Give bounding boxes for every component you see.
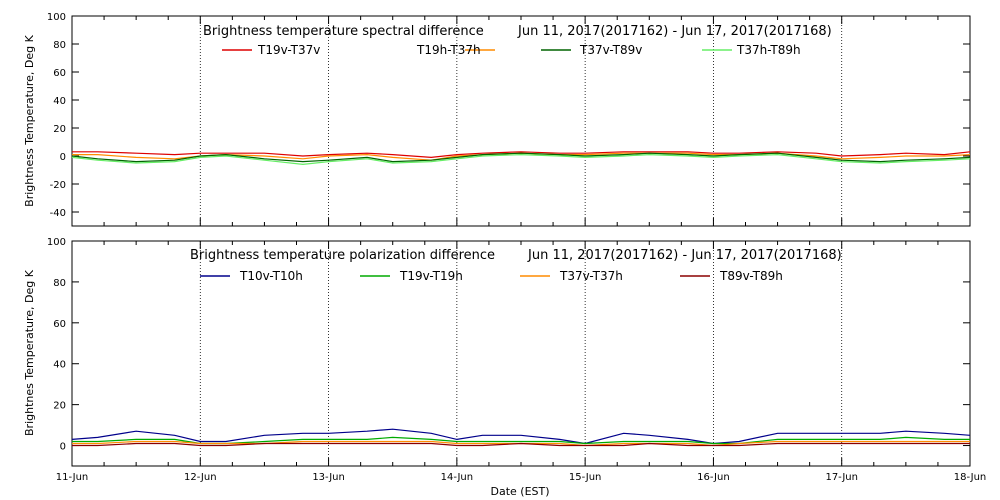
legend-label: T37h-T89h [736,43,801,57]
legend-label: T37v-T37h [559,269,623,283]
series-line-t19v-t19h [72,436,970,445]
y-tick-label: 40 [53,360,66,371]
legend-label: T19h-T37h [416,43,481,57]
x-tick-label: 17-Jun [825,472,858,483]
y-tick-label: 0 [60,442,66,453]
legend-label: T89v-T89h [719,269,783,283]
x-tick-label: 18-Jun [954,472,987,483]
legend-label: T19v-T19h [399,269,463,283]
chart-date-range: Jun 11, 2017(2017162) - Jun 17, 2017(201… [517,24,832,39]
x-tick-label: 16-Jun [697,472,730,483]
chart-title: Brightness temperature spectral differen… [203,24,484,39]
series-line-t10v-t10h [71,428,971,445]
spectral-difference-panel: -40 -20 0 20 40 60 80 100 Brightness temperature… [23,12,971,227]
y-tick-label: 80 [53,278,66,289]
series-line-t37h-t89h [71,153,971,166]
x-tick-label: 15-Jun [569,472,602,483]
legend-label: T10v-T10h [239,269,303,283]
y-tick-label: 40 [53,96,66,107]
x-tick-label: 11-Jun [56,472,89,483]
y-axis-label: Brightnes Temperature, Deg K [23,269,36,436]
y-tick-label: 100 [47,12,66,23]
chart-title: Brightness temperature polarization diff… [190,248,495,263]
series-line-t89v-t89h [72,442,970,447]
x-tick-label: 12-Jun [184,472,217,483]
y-tick-label: 60 [53,68,66,79]
legend-label: T19v-T37v [257,43,320,57]
y-tick-label: 100 [47,237,66,248]
x-tick-label: 14-Jun [441,472,474,483]
polarization-difference-panel: 0 20 40 60 80 100 11-Jun 12-Jun 13-Jun 14-Jun 15-J… [23,237,986,483]
y-tick-label: 0 [60,152,66,163]
y-axis-label: Brightness Temperature, Deg K [23,34,36,206]
y-tick-label: 20 [53,401,66,412]
y-tick-label: 20 [53,124,66,135]
series-line-t19v-t37v [72,151,971,159]
y-tick-label: -40 [50,208,66,219]
y-tick-label: 80 [53,40,66,51]
y-tick-label: -20 [50,180,66,191]
legend-label: T37v-T89v [579,43,642,57]
series-line-t37v-t89v [71,152,971,163]
x-tick-label: 13-Jun [312,472,345,483]
plot-frame [71,240,971,467]
chart-date-range: Jun 11, 2017(2017162) - Jun 17, 2017(201… [527,248,842,263]
plot-frame [71,15,971,227]
y-tick-label: 60 [53,319,66,330]
x-axis-label: Date (EST) [490,485,549,498]
